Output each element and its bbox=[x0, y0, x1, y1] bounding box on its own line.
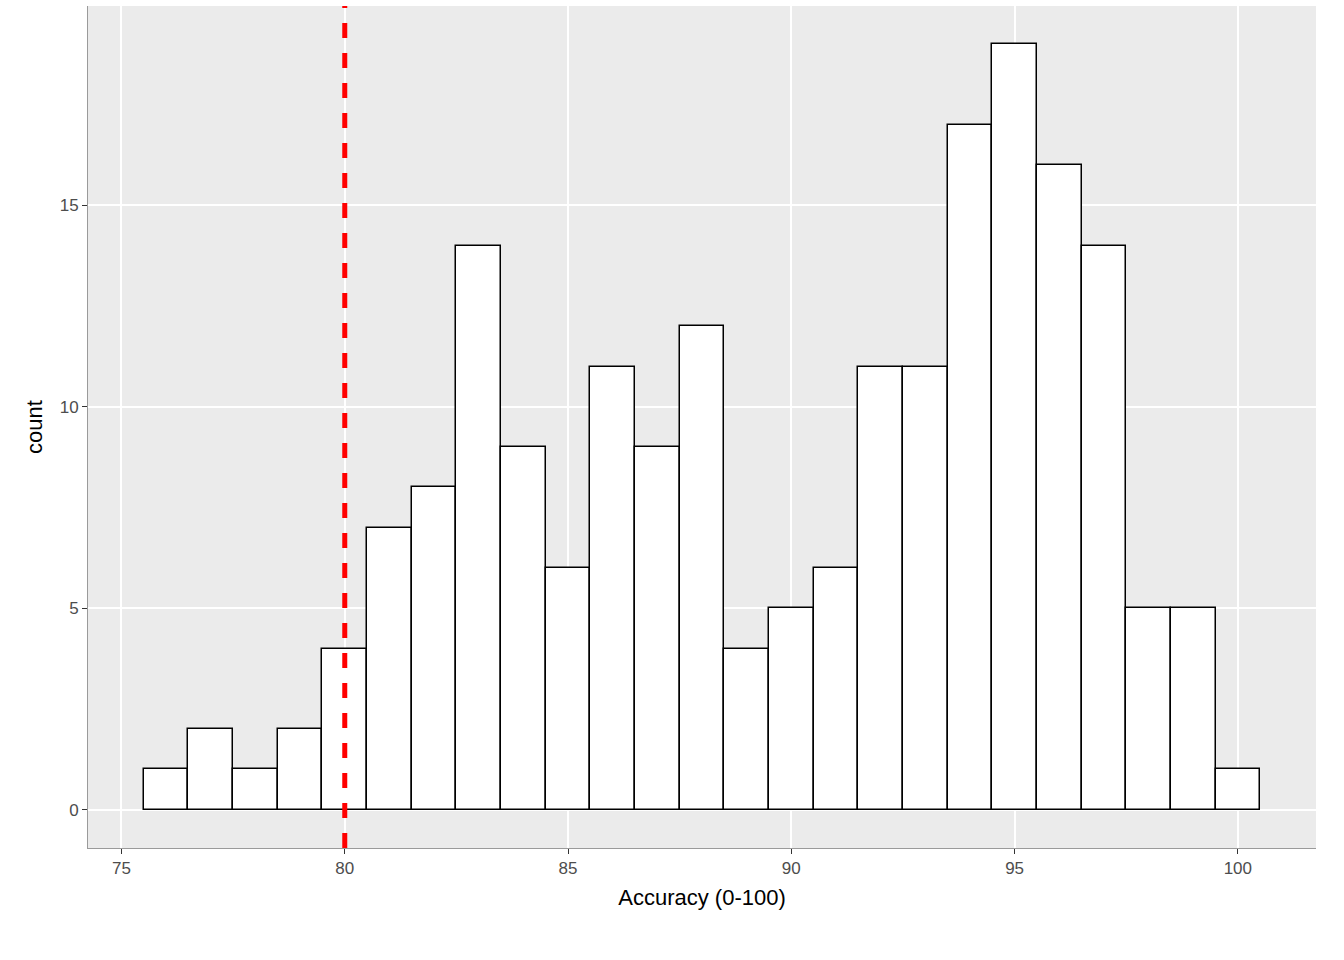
svg-text:0: 0 bbox=[69, 801, 78, 820]
svg-text:5: 5 bbox=[69, 599, 78, 618]
svg-text:75: 75 bbox=[112, 859, 131, 878]
svg-text:85: 85 bbox=[559, 859, 578, 878]
svg-text:15: 15 bbox=[60, 196, 79, 215]
svg-text:95: 95 bbox=[1005, 859, 1024, 878]
svg-text:Accuracy (0-100): Accuracy (0-100) bbox=[618, 885, 786, 910]
svg-text:90: 90 bbox=[782, 859, 801, 878]
svg-text:100: 100 bbox=[1224, 859, 1252, 878]
svg-text:10: 10 bbox=[60, 398, 79, 417]
svg-text:80: 80 bbox=[335, 859, 354, 878]
svg-text:count: count bbox=[22, 400, 47, 454]
